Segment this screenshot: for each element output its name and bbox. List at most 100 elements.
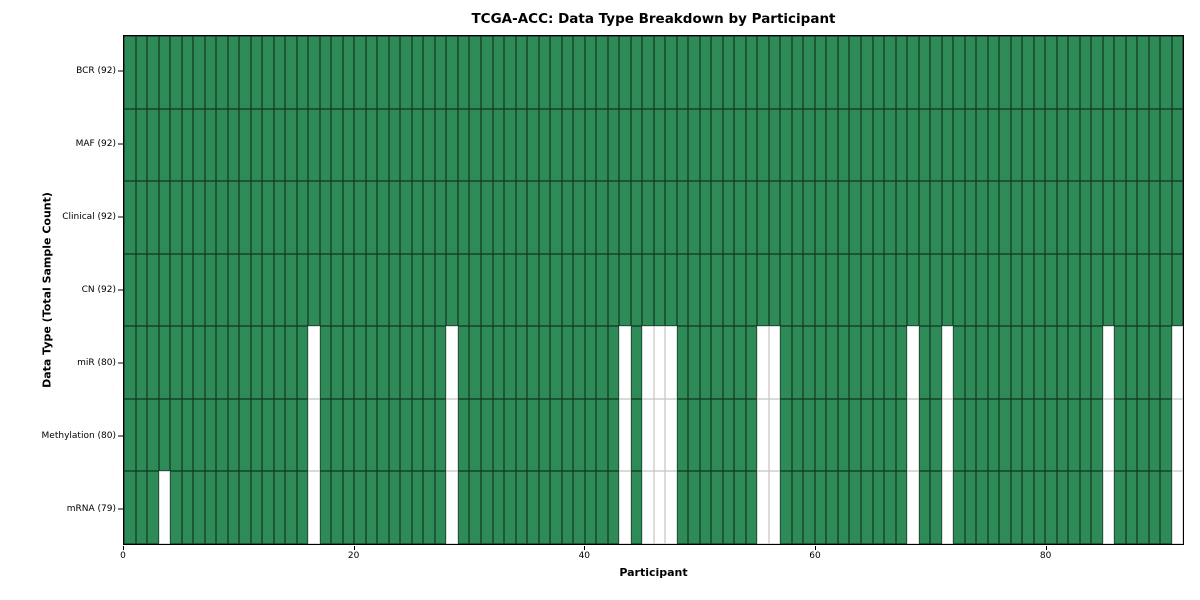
heatmap-cell — [607, 108, 620, 182]
heatmap-cell — [262, 108, 274, 182]
heatmap-cell — [158, 471, 171, 545]
heatmap-cell — [584, 326, 597, 399]
heatmap-cell — [941, 108, 954, 182]
heatmap-cell — [469, 253, 481, 327]
heatmap-cell — [711, 398, 723, 472]
heatmap-cell — [665, 253, 677, 327]
heatmap-cell — [457, 253, 470, 327]
heatmap-cell — [907, 253, 919, 327]
heatmap-cell — [676, 253, 689, 327]
heatmap-cell — [1125, 326, 1138, 399]
heatmap-cell — [734, 326, 746, 399]
heatmap-cell — [676, 36, 689, 109]
heatmap-cell — [1022, 398, 1034, 472]
heatmap-cell — [780, 398, 792, 472]
heatmap-cell — [607, 253, 620, 327]
heatmap-cell — [1068, 326, 1080, 399]
heatmap-cell — [423, 398, 435, 472]
heatmap-cell — [239, 36, 251, 109]
heatmap-cell — [319, 398, 332, 472]
heatmap-cell — [1137, 398, 1149, 472]
heatmap-cell — [653, 471, 666, 545]
heatmap-cell — [607, 36, 620, 109]
heatmap-cell — [665, 108, 677, 182]
heatmap-cell — [849, 398, 861, 472]
heatmap-cell — [918, 36, 931, 109]
heatmap-cell — [285, 108, 297, 182]
heatmap-cell — [999, 471, 1011, 545]
heatmap-cell — [193, 108, 205, 182]
heatmap-cell — [250, 108, 263, 182]
heatmap-cell — [1045, 108, 1057, 182]
heatmap-cell — [434, 471, 447, 545]
heatmap-cell — [953, 471, 965, 545]
heatmap-cell — [999, 181, 1011, 254]
heatmap-cell — [596, 253, 608, 327]
heatmap-cell — [653, 253, 666, 327]
heatmap-cell — [1056, 108, 1069, 182]
heatmap-cell — [239, 181, 251, 254]
heatmap-cell — [768, 253, 781, 327]
heatmap-cell — [1102, 108, 1115, 182]
heatmap-cell — [377, 108, 389, 182]
heatmap-cell — [722, 471, 735, 545]
heatmap-cell — [527, 326, 539, 399]
heatmap-cell — [181, 253, 194, 327]
heatmap-cell — [515, 326, 528, 399]
heatmap-cell — [964, 398, 977, 472]
heatmap-cell — [849, 326, 861, 399]
heatmap-cell — [216, 36, 228, 109]
heatmap-cell — [861, 181, 873, 254]
heatmap-cell — [1010, 253, 1023, 327]
heatmap-cell — [814, 253, 827, 327]
heatmap-cell — [193, 181, 205, 254]
heatmap-cell — [941, 398, 954, 472]
heatmap-cell — [515, 181, 528, 254]
heatmap-cell — [791, 36, 804, 109]
heatmap-cell — [365, 253, 378, 327]
heatmap-cell — [1091, 181, 1103, 254]
heatmap-cell — [216, 181, 228, 254]
heatmap-cell — [365, 398, 378, 472]
heatmap-cell — [1160, 398, 1172, 472]
y-tick-mark — [118, 362, 123, 364]
heatmap-cell — [999, 253, 1011, 327]
heatmap-cell — [884, 108, 896, 182]
heatmap-cell — [930, 398, 942, 472]
y-tick-label: Clinical (92) — [62, 212, 116, 223]
heatmap-cell — [388, 471, 401, 545]
heatmap-cell — [342, 398, 355, 472]
heatmap-cell — [745, 326, 758, 399]
heatmap-cell — [446, 108, 458, 182]
heatmap-cell — [711, 253, 723, 327]
heatmap-cell — [319, 36, 332, 109]
heatmap-cell — [1102, 36, 1115, 109]
heatmap-cell — [181, 181, 194, 254]
heatmap-cell — [722, 36, 735, 109]
heatmap-cell — [907, 181, 919, 254]
heatmap-cell — [147, 253, 159, 327]
heatmap-cell — [1056, 181, 1069, 254]
heatmap-cell — [573, 326, 585, 399]
heatmap-cell — [423, 181, 435, 254]
heatmap-cell — [469, 181, 481, 254]
heatmap-cell — [872, 36, 885, 109]
heatmap-cell — [642, 36, 654, 109]
heatmap-cell — [999, 326, 1011, 399]
heatmap-cell — [147, 398, 159, 472]
heatmap-cell — [1114, 326, 1126, 399]
heatmap-cell — [630, 398, 643, 472]
heatmap-cell — [1160, 108, 1172, 182]
heatmap-cell — [1068, 471, 1080, 545]
heatmap-cell — [953, 326, 965, 399]
heatmap-cell — [388, 36, 401, 109]
heatmap-cell — [642, 398, 654, 472]
heatmap-cell — [722, 181, 735, 254]
heatmap-cell — [331, 108, 343, 182]
heatmap-cell — [377, 326, 389, 399]
heatmap-cell — [849, 471, 861, 545]
heatmap-cell — [1114, 398, 1126, 472]
heatmap-cell — [573, 181, 585, 254]
heatmap-cell — [987, 326, 1000, 399]
heatmap-cell — [573, 471, 585, 545]
